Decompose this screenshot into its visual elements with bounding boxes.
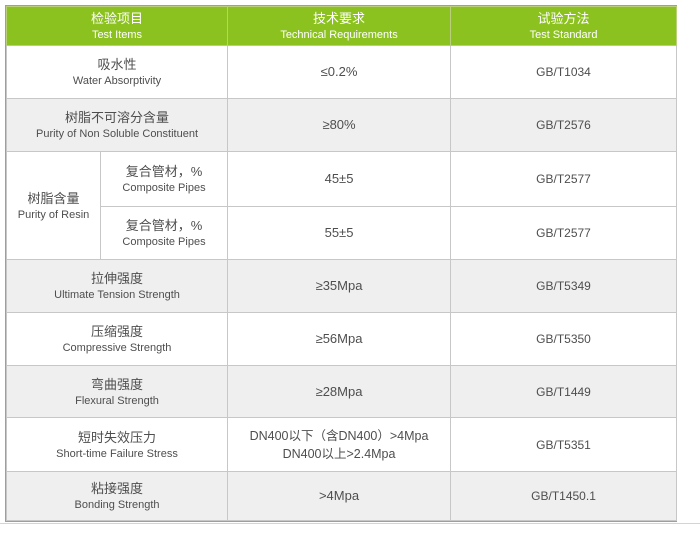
requirement-value: 55±5 — [324, 225, 354, 240]
group-zh: 树脂含量 — [27, 190, 80, 206]
standard-value: GB/T5349 — [536, 279, 591, 293]
requirement-value: ≥35Mpa — [315, 278, 363, 293]
cell-requirement: ≥80% — [227, 98, 452, 152]
cell-item: 粘接强度 Bonding Strength — [5, 471, 229, 521]
requirement-value: ≥80% — [322, 117, 356, 132]
cell-standard: GB/T2577 — [450, 206, 678, 260]
cell-standard: GB/T1450.1 — [450, 471, 678, 521]
item-en: Bonding Strength — [74, 499, 160, 511]
row-purity-of-resin-1: 树脂含量 Purity of Resin 复合管材，% Composite Pi… — [6, 151, 678, 260]
header-test-standard-en: Test Standard — [529, 29, 598, 41]
requirement-line-2: DN400以上>2.4Mpa — [282, 446, 396, 461]
cell-standard: GB/T2576 — [450, 98, 678, 152]
item-en: Flexural Strength — [75, 394, 159, 407]
standard-value: GB/T1034 — [536, 65, 591, 79]
row-flexural-strength: 弯曲强度 Flexural Strength ≥28Mpa GB/T1449 — [5, 365, 678, 418]
item-zh: 粘接强度 — [91, 481, 144, 496]
row-water-absorptivity: 吸水性 Water Absorptivity ≤0.2% GB/T1034 — [5, 45, 678, 99]
header-test-items-zh: 检验项目 — [91, 11, 144, 26]
header-technical-requirements: 技术要求 Technical Requirements — [227, 6, 452, 46]
item-zh: 弯曲强度 — [91, 376, 144, 392]
subitem-en: Composite Pipes — [122, 236, 206, 248]
subitem-zh: 复合管材，% — [125, 218, 203, 233]
cell-item: 短时失效压力 Short-time Failure Stress — [5, 417, 229, 472]
standard-value: GB/T5350 — [536, 332, 591, 346]
standard-value: GB/T1449 — [536, 384, 591, 399]
standard-value: GB/T1450.1 — [531, 489, 596, 503]
row-bonding-strength: 粘接强度 Bonding Strength >4Mpa GB/T1450.1 — [5, 471, 678, 521]
header-test-items-en: Test Items — [91, 29, 143, 41]
cell-standard: GB/T5350 — [450, 312, 678, 366]
cell-standard: GB/T1449 — [450, 365, 678, 418]
requirement-value: >4Mpa — [318, 488, 360, 503]
cell-standard: GB/T1034 — [450, 45, 678, 99]
cell-item: 拉伸强度 Ultimate Tension Strength — [5, 259, 229, 313]
cell-requirement: 45±5 — [227, 151, 452, 207]
item-en: Purity of Non Soluble Constituent — [35, 128, 199, 140]
subitem-zh: 复合管材，% — [125, 164, 203, 179]
group-en: Purity of Resin — [17, 208, 90, 221]
standard-value: GB/T2577 — [536, 226, 591, 240]
item-en: Short-time Failure Stress — [56, 447, 178, 460]
standard-value: GB/T2576 — [536, 118, 591, 132]
item-en: Compressive Strength — [62, 342, 172, 354]
cell-requirement: DN400以下（含DN400）>4Mpa DN400以上>2.4Mpa — [227, 417, 452, 472]
cell-item: 压缩强度 Compressive Strength — [5, 312, 229, 366]
requirement-line-1: DN400以下（含DN400）>4Mpa — [249, 428, 429, 443]
subitem-en: Composite Pipes — [122, 182, 206, 194]
requirement-value: ≥28Mpa — [315, 383, 363, 399]
cell-requirement: ≥28Mpa — [227, 365, 452, 418]
cell-item: 树脂不可溶分含量 Purity of Non Soluble Constitue… — [5, 98, 229, 152]
cell-requirement: 55±5 — [227, 206, 452, 260]
cell-standard: GB/T5349 — [450, 259, 678, 313]
item-zh: 吸水性 — [97, 57, 137, 72]
cell-requirement: ≥56Mpa — [227, 312, 452, 366]
item-en: Water Absorptivity — [72, 75, 162, 87]
item-en: Ultimate Tension Strength — [54, 289, 180, 301]
cell-standard: GB/T2577 — [450, 151, 678, 207]
header-test-standard: 试验方法 Test Standard — [450, 6, 678, 46]
requirement-value: ≤0.2% — [320, 64, 358, 79]
spec-table: 检验项目 Test Items 技术要求 Technical Requireme… — [5, 5, 678, 522]
standard-value: GB/T5351 — [536, 437, 591, 452]
standard-value: GB/T2577 — [536, 172, 591, 186]
test-spec-table: 检验项目 Test Items 技术要求 Technical Requireme… — [5, 6, 678, 521]
requirement-value: 45±5 — [324, 171, 354, 186]
cell-subitem: 复合管材，% Composite Pipes — [99, 206, 229, 260]
cell-item: 吸水性 Water Absorptivity — [5, 45, 229, 99]
item-zh: 短时失效压力 — [78, 429, 157, 445]
row-short-time-failure-stress: 短时失效压力 Short-time Failure Stress DN400以下… — [5, 417, 678, 472]
row-compressive-strength: 压缩强度 Compressive Strength ≥56Mpa GB/T535… — [5, 312, 678, 366]
item-zh: 拉伸强度 — [91, 271, 144, 286]
cell-requirement: >4Mpa — [227, 471, 452, 521]
header-test-items: 检验项目 Test Items — [5, 6, 229, 46]
item-zh: 树脂不可溶分含量 — [65, 110, 170, 125]
row-non-soluble-constituent: 树脂不可溶分含量 Purity of Non Soluble Constitue… — [5, 98, 678, 152]
row-ultimate-tension-strength: 拉伸强度 Ultimate Tension Strength ≥35Mpa GB… — [5, 259, 678, 313]
header-test-standard-zh: 试验方法 — [537, 11, 590, 26]
item-zh: 压缩强度 — [91, 324, 144, 339]
cell-requirement: ≤0.2% — [227, 45, 452, 99]
cell-item: 弯曲强度 Flexural Strength — [5, 365, 229, 418]
header-technical-requirements-zh: 技术要求 — [313, 11, 366, 26]
cell-requirement: ≥35Mpa — [227, 259, 452, 313]
cell-standard: GB/T5351 — [450, 417, 678, 472]
requirement-value: ≥56Mpa — [315, 331, 363, 346]
row-purity-of-resin-2: 复合管材，% Composite Pipes 55±5 GB/T2577 — [7, 206, 678, 260]
table-header-row: 检验项目 Test Items 技术要求 Technical Requireme… — [5, 6, 678, 46]
header-technical-requirements-en: Technical Requirements — [280, 29, 398, 41]
cell-group-purity-of-resin: 树脂含量 Purity of Resin — [6, 151, 101, 260]
cell-subitem: 复合管材，% Composite Pipes — [99, 151, 229, 207]
bottom-divider — [0, 523, 700, 524]
